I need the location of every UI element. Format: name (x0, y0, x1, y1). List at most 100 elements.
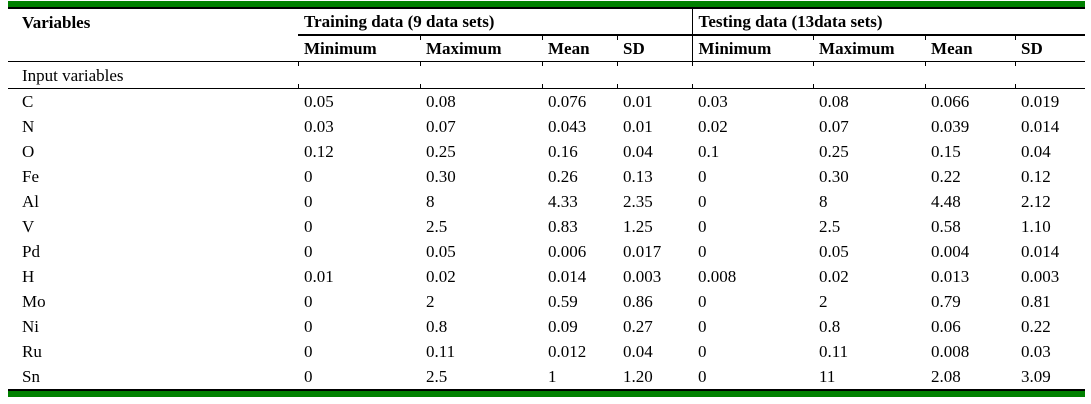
value-cell: 0.12 (304, 142, 334, 161)
testing-minimum-header: Minimum (691, 35, 814, 62)
variable-name-cell: Mo (22, 292, 46, 311)
table-body: Input variables C 0.05 0.08 0.076 0.01 0.03 0.… (8, 61, 1086, 390)
value-cell: 2.12 (1021, 192, 1051, 211)
table-row: Mo 0 2 0.59 0.86 0 2 0.79 0.81 (8, 289, 1085, 314)
value-cell: 0 (698, 192, 707, 211)
value-cell: 0.014 (1021, 242, 1060, 261)
section-empty-cell (617, 61, 693, 89)
value-cell: 0.58 (931, 217, 961, 236)
variable-name-cell: Ni (22, 317, 39, 336)
training-data-group-header: Training data (9 data sets) (298, 7, 693, 36)
value-cell: 0.1 (698, 142, 720, 161)
variable-name-cell: V (22, 217, 35, 236)
value-cell: 0.12 (1021, 167, 1051, 186)
value-cell: 0.05 (819, 242, 849, 261)
value-cell: 2.5 (819, 217, 841, 236)
table-row: H 0.01 0.02 0.014 0.003 0.008 0.02 0.013 0.003 (8, 264, 1085, 289)
table-row: V 0 2.5 0.83 1.25 0 2.5 0.58 1.10 (8, 214, 1085, 239)
value-cell: 0 (304, 292, 313, 311)
value-cell: 0 (304, 192, 313, 211)
top-accent-rule (8, 1, 1085, 7)
section-empty-cell (542, 61, 617, 89)
variables-column-header: Variables (8, 7, 298, 35)
value-cell: 0.03 (304, 117, 334, 136)
value-cell: 0.008 (698, 267, 737, 286)
value-cell: 0.15 (931, 142, 961, 161)
value-cell: 0.30 (819, 167, 849, 186)
value-cell: 0 (304, 317, 313, 336)
value-cell: 0.014 (1021, 117, 1060, 136)
training-minimum-header: Minimum (298, 35, 420, 62)
testing-maximum-header: Maximum (813, 35, 926, 62)
variable-name-cell: O (22, 142, 35, 161)
value-cell: 0.014 (548, 267, 587, 286)
value-cell: 0.11 (819, 342, 849, 361)
value-cell: 2.08 (931, 367, 961, 386)
value-cell: 0.02 (698, 117, 728, 136)
value-cell: 8 (819, 192, 828, 211)
table-row: Ru 0 0.11 0.012 0.04 0 0.11 0.008 0.03 (8, 339, 1085, 364)
table-row: Sn 0 2.5 1 1.20 0 11 2.08 3.09 (8, 364, 1085, 389)
training-sd-header: SD (617, 35, 693, 62)
value-cell: 0.08 (819, 92, 849, 111)
value-cell: 2.5 (426, 217, 448, 236)
value-cell: 0.25 (819, 142, 849, 161)
value-cell: 0.09 (548, 317, 578, 336)
value-cell: 0 (304, 242, 313, 261)
value-cell: 0 (304, 367, 313, 386)
value-cell: 0.03 (698, 92, 728, 111)
value-cell: 0 (304, 342, 313, 361)
value-cell: 0.019 (1021, 92, 1060, 111)
value-cell: 0 (304, 167, 313, 186)
testing-sd-header: SD (1015, 35, 1086, 62)
value-cell: 0.79 (931, 292, 961, 311)
value-cell: 0.22 (1021, 317, 1051, 336)
value-cell: 0.066 (931, 92, 970, 111)
value-cell: 0.02 (819, 267, 849, 286)
table-row: Pd 0 0.05 0.006 0.017 0 0.05 0.004 0.014 (8, 239, 1085, 264)
value-cell: 0.076 (548, 92, 587, 111)
value-cell: 2.5 (426, 367, 448, 386)
value-cell: 0 (698, 317, 707, 336)
section-empty-cell (925, 61, 1016, 89)
value-cell: 0.13 (623, 167, 653, 186)
empty-header-cell (8, 35, 298, 62)
value-cell: 0.04 (623, 142, 653, 161)
section-empty-cell (692, 61, 814, 89)
variable-name-cell: H (22, 267, 35, 286)
value-cell: 0.81 (1021, 292, 1051, 311)
variable-name-cell: Ru (22, 342, 42, 361)
value-cell: 0.11 (426, 342, 456, 361)
group-header-row: Variables Training data (9 data sets) Te… (8, 7, 1086, 36)
variable-name-cell: Pd (22, 242, 40, 261)
value-cell: 4.33 (548, 192, 578, 211)
table-frame: Variables Training data (9 data sets) Te… (8, 7, 1086, 391)
value-cell: 4.48 (931, 192, 961, 211)
section-empty-cell (420, 61, 542, 89)
table-row: Ni 0 0.8 0.09 0.27 0 0.8 0.06 0.22 (8, 314, 1085, 339)
value-cell: 0.01 (623, 117, 653, 136)
value-cell: 0.006 (548, 242, 587, 261)
value-cell: 0.039 (931, 117, 970, 136)
value-cell: 2 (819, 292, 828, 311)
value-cell: 0.05 (304, 92, 334, 111)
testing-mean-header: Mean (925, 35, 1016, 62)
value-cell: 0.06 (931, 317, 961, 336)
value-cell: 0 (304, 217, 313, 236)
value-cell: 2 (426, 292, 435, 311)
value-cell: 0.043 (548, 117, 587, 136)
value-cell: 1 (548, 367, 557, 386)
value-cell: 0.8 (819, 317, 841, 336)
value-cell: 1.25 (623, 217, 653, 236)
section-row-input-variables: Input variables (8, 61, 1086, 89)
value-cell: 0.017 (623, 242, 662, 261)
value-cell: 0.003 (1021, 267, 1060, 286)
variables-statistics-table: Variables Training data (9 data sets) Te… (8, 7, 1086, 390)
value-cell: 0.008 (931, 342, 970, 361)
variable-name-cell: C (22, 92, 34, 111)
variable-name-cell: N (22, 117, 35, 136)
table-row: Fe 0 0.30 0.26 0.13 0 0.30 0.22 0.12 (8, 164, 1085, 189)
statistics-table-wrap: Variables Training data (9 data sets) Te… (8, 1, 1086, 397)
table-row: N 0.03 0.07 0.043 0.01 0.02 0.07 0.039 0.014 (8, 114, 1085, 139)
value-cell: 0.25 (426, 142, 456, 161)
